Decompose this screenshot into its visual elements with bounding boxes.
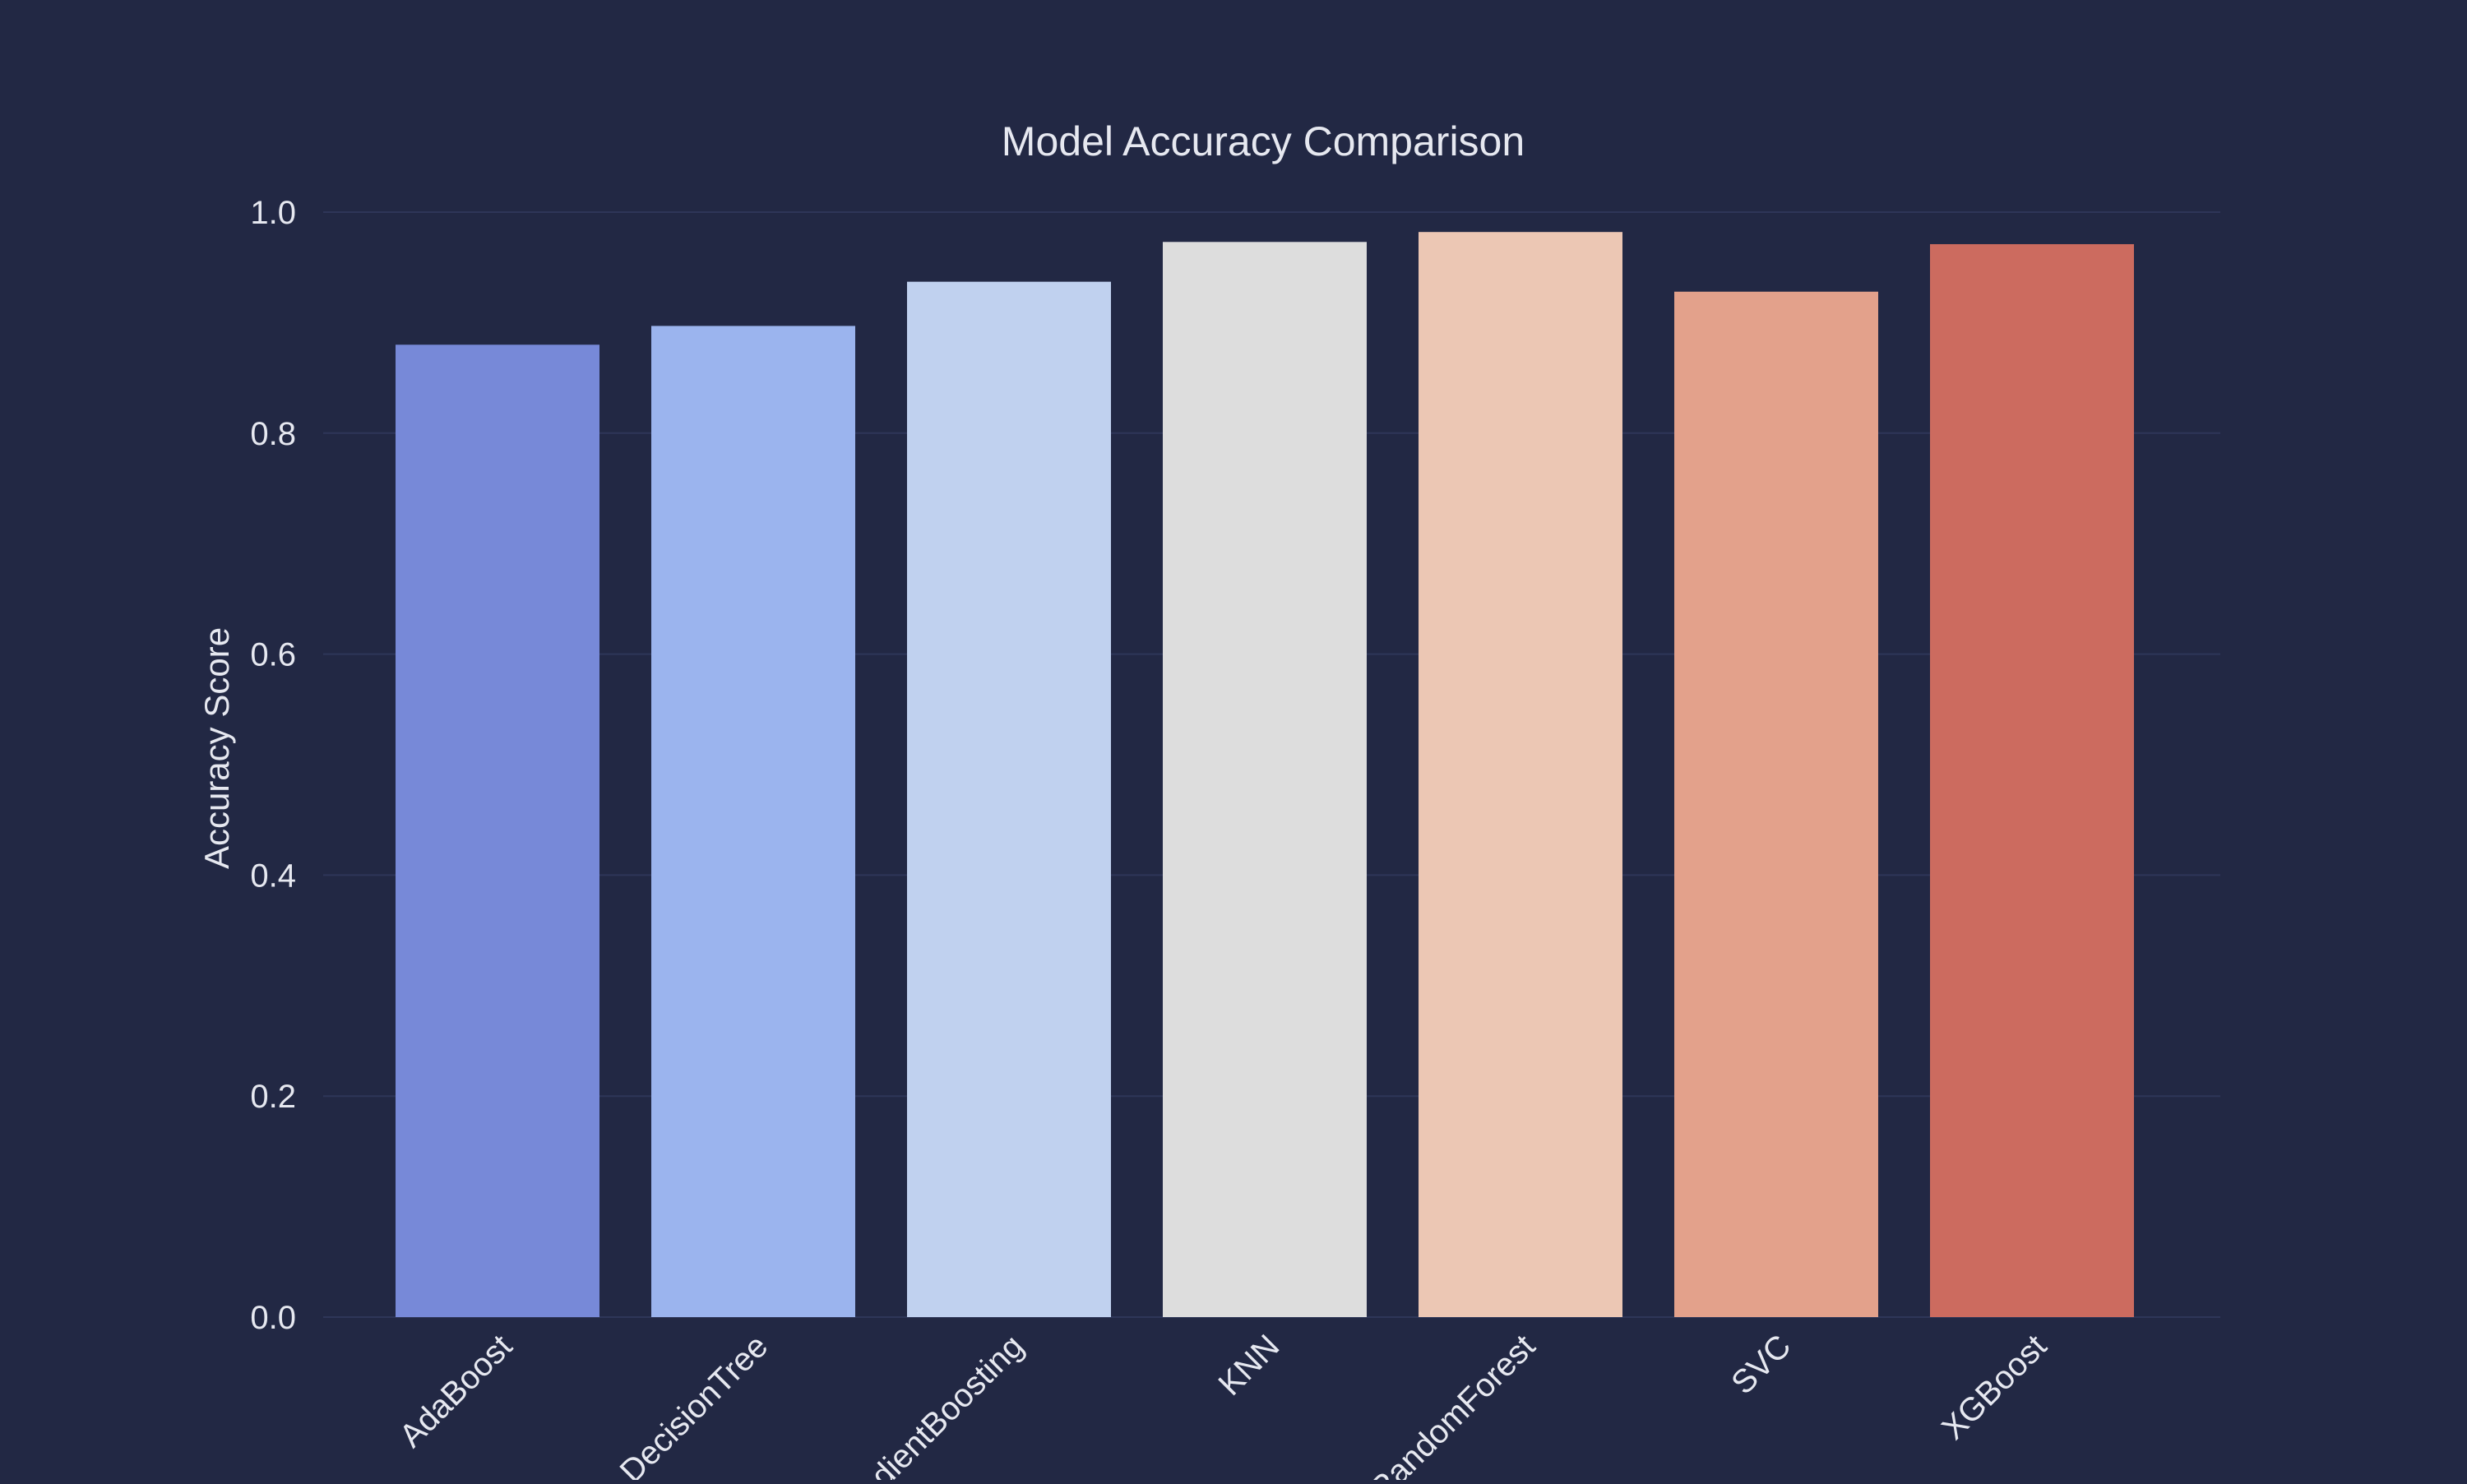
x-tick-label-adaboost: AdaBoost xyxy=(393,1328,520,1454)
y-tick-label: 0.0 xyxy=(250,1300,296,1336)
bars xyxy=(396,232,2134,1318)
chart-title: Model Accuracy Comparison xyxy=(1002,118,1525,164)
x-axis-labels: AdaBoost DecisionTree GradientBoosting KNN R… xyxy=(393,1328,2054,1484)
bar-xgboost xyxy=(1930,243,2134,1317)
y-axis-ticks: 0.0 0.2 0.4 0.6 0.8 1.0 xyxy=(250,195,296,1336)
x-tick-label-gradientboosting: GradientBoosting xyxy=(826,1328,1031,1480)
y-axis-title: Accuracy Score xyxy=(197,627,236,869)
bar-knn xyxy=(1163,242,1367,1318)
bar-decisiontree xyxy=(651,326,855,1317)
bar-adaboost xyxy=(396,344,599,1317)
x-tick-label-randomforest: RandomForest xyxy=(1363,1328,1542,1480)
bar-svc xyxy=(1674,291,1878,1317)
y-tick-label: 0.4 xyxy=(250,858,296,894)
y-tick-label: 0.8 xyxy=(250,416,296,452)
y-tick-label: 0.6 xyxy=(250,637,296,673)
x-tick-label-xgboost: XGBoost xyxy=(1935,1328,2053,1446)
y-tick-label: 0.2 xyxy=(250,1079,296,1115)
bar-gradientboosting xyxy=(907,281,1111,1317)
x-tick-label-knn: KNN xyxy=(1212,1328,1287,1403)
x-tick-label-decisiontree: DecisionTree xyxy=(613,1328,775,1480)
x-tick-label-svc: SVC xyxy=(1724,1328,1798,1401)
bar-randomforest xyxy=(1419,232,1622,1317)
y-tick-label: 1.0 xyxy=(250,195,296,231)
